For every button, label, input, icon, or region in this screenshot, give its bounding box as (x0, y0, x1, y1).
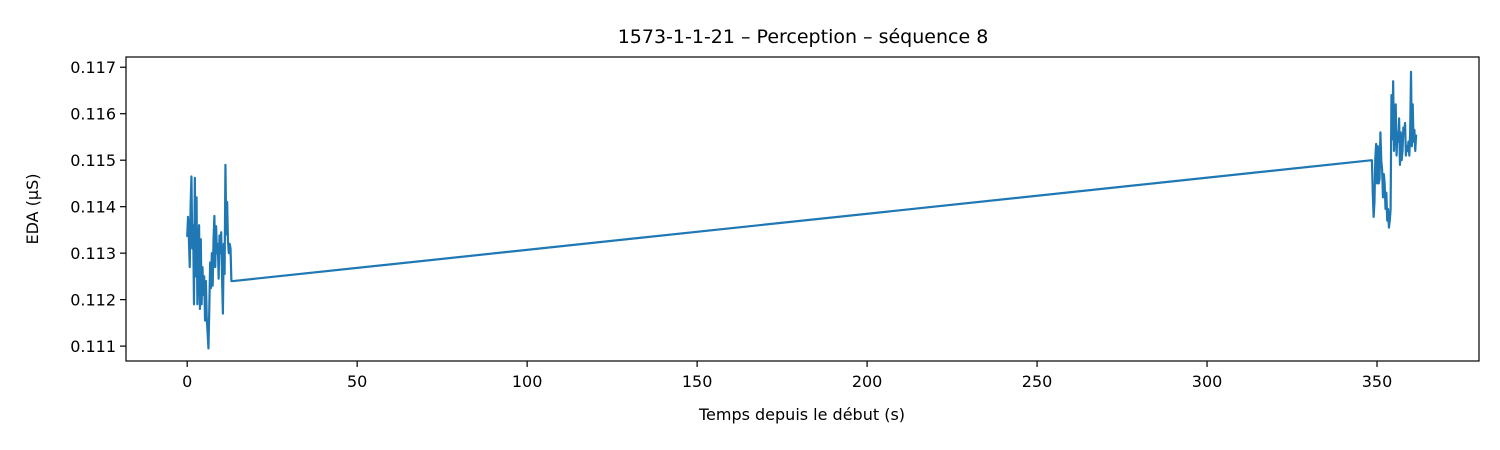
x-tick-label: 50 (347, 372, 367, 391)
x-axis-ticks: 0 50 100 150 200 250 300 350 (182, 361, 1392, 391)
x-tick-label: 300 (1192, 372, 1223, 391)
y-tick-label: 0.111 (70, 337, 116, 356)
x-tick-label: 0 (182, 372, 192, 391)
x-axis-label: Temps depuis le début (s) (698, 405, 905, 424)
y-tick-label: 0.114 (70, 198, 116, 217)
y-axis-ticks: 0.111 0.112 0.113 0.114 0.115 0.116 0.117 (70, 58, 126, 356)
x-tick-label: 150 (682, 372, 713, 391)
y-tick-label: 0.113 (70, 244, 116, 263)
y-tick-label: 0.112 (70, 291, 116, 310)
x-tick-label: 200 (852, 372, 883, 391)
eda-series-line (186, 70, 1418, 350)
x-tick-label: 350 (1362, 372, 1393, 391)
y-axis-label: EDA (µS) (23, 174, 42, 245)
y-tick-label: 0.117 (70, 58, 116, 77)
x-tick-label: 250 (1022, 372, 1053, 391)
x-tick-label: 100 (512, 372, 543, 391)
y-tick-label: 0.115 (70, 151, 116, 170)
y-tick-label: 0.116 (70, 105, 116, 124)
chart-title: 1573-1-1-21 – Perception – séquence 8 (618, 26, 989, 48)
plot-frame (125, 56, 1480, 362)
